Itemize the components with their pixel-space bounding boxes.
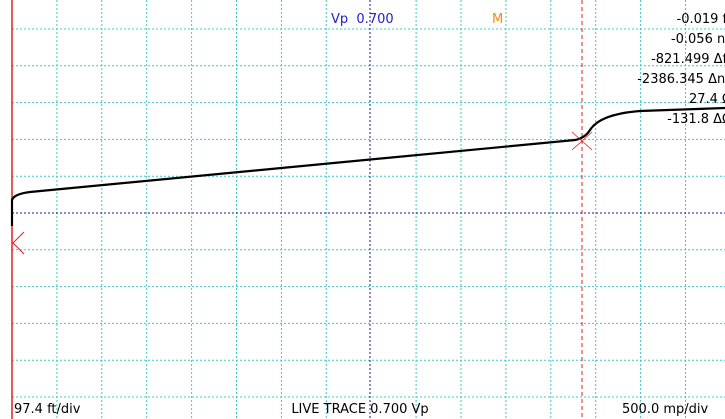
status: LIVE TRACE 0.700 Vp (291, 402, 428, 417)
vp-label: Vp 0.700 (331, 12, 394, 27)
horizontal-scale: 97.4 ft/div (14, 402, 81, 417)
marker-label: M (492, 12, 503, 27)
readout: -0.056 ns (671, 32, 725, 47)
readout: -2386.345 Δns (637, 72, 725, 87)
cursor-marker (571, 131, 593, 151)
trace (10, 106, 725, 226)
readout: -131.8 ΔΩ (667, 112, 725, 127)
readouts: -0.019 ft -0.056 ns -821.499 Δft -2386.345 … (637, 12, 725, 127)
readout: -0.019 ft (677, 12, 725, 27)
readout: -821.499 Δft (651, 52, 725, 67)
vertical-scale: 500.0 mp/div (622, 402, 709, 417)
start-marker (12, 231, 25, 255)
readout: 27.4 Ω (689, 92, 725, 107)
grid (12, 0, 725, 419)
